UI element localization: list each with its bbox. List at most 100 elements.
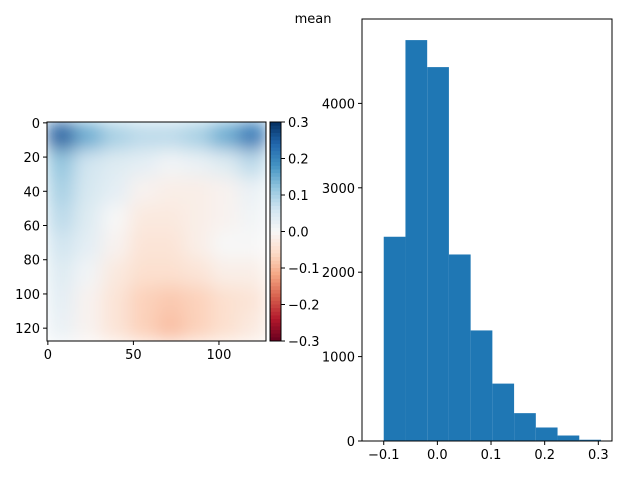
heatmap-cell (183, 286, 212, 315)
heatmap-cell (211, 122, 240, 150)
x-tick-label: 0.1 (481, 448, 502, 463)
colorbar-band (270, 173, 281, 178)
colorbar-tick-label: 0.2 (288, 153, 309, 168)
colorbar-band (270, 330, 281, 335)
heatmap-cell (129, 258, 157, 287)
heatmap-cell (183, 258, 212, 287)
x-tick-label: 100 (207, 348, 232, 363)
heatmap-cell (129, 122, 157, 150)
y-tick-label: 20 (23, 151, 40, 166)
heatmap-cell (183, 313, 212, 341)
histogram-bar (579, 439, 602, 441)
colorbar-band (270, 205, 281, 211)
colorbar-band (270, 140, 281, 145)
colorbar-band (270, 129, 281, 134)
histogram-bar (514, 413, 536, 441)
colorbar-band (270, 235, 281, 240)
heatmap-cell (129, 149, 157, 178)
colorbar-band (270, 169, 281, 174)
colorbar-band (270, 213, 281, 218)
heatmap-cell (156, 286, 185, 315)
histogram-bar (427, 67, 449, 441)
colorbar-band (270, 337, 281, 342)
heatmap-cell (238, 286, 266, 315)
axes-frame (361, 18, 613, 442)
colorbar-band (270, 231, 281, 236)
heatmap-cell (211, 313, 240, 341)
colorbar-band (270, 275, 281, 280)
colorbar-band (270, 165, 281, 170)
heatmap-cell (238, 204, 266, 232)
heatmap-cells (47, 122, 266, 341)
heatmap-cell (183, 122, 212, 150)
heatmap-cell (183, 231, 212, 260)
heatmap-cell (47, 258, 75, 287)
colorbar-band (270, 158, 281, 163)
heatmap-cell (74, 176, 103, 205)
colorbar-band (270, 195, 281, 200)
colorbar-band (270, 209, 281, 214)
y-tick-label: 1000 (322, 351, 355, 366)
heatmap-cell (74, 149, 103, 178)
heatmap-cell (101, 122, 130, 150)
histogram-bar (492, 383, 515, 441)
heatmap-cell (183, 149, 212, 178)
y-tick-label: 2000 (322, 266, 355, 281)
heatmap-cell (101, 204, 130, 232)
colorbar-tick-label: 0.3 (288, 116, 309, 131)
x-tick-label: 50 (125, 348, 142, 363)
heatmap-cell (156, 258, 185, 287)
heatmap-cell (211, 204, 240, 232)
heatmap-cell (74, 258, 103, 287)
y-tick-label: 40 (23, 185, 40, 200)
x-tick-label: 0.3 (588, 448, 609, 463)
colorbar-band (270, 297, 281, 302)
colorbar-band (270, 333, 281, 338)
heatmap-cell (101, 149, 130, 178)
colorbar-band (270, 264, 281, 269)
heatmap-cell (211, 258, 240, 287)
colorbar-band (270, 278, 281, 284)
heatmap-cell (74, 313, 103, 341)
colorbar-tick-label: −0.1 (288, 262, 320, 277)
colorbar-band (270, 293, 281, 298)
heatmap-cell (101, 313, 130, 341)
colorbar-band (270, 249, 281, 254)
heatmap-cell (74, 286, 103, 315)
heatmap-cell (183, 204, 212, 232)
heatmap-cell (47, 231, 75, 260)
heatmap-cell (211, 176, 240, 205)
histogram-bar (470, 330, 493, 441)
colorbar-band (270, 242, 281, 247)
y-tick-label: 80 (23, 254, 40, 269)
heatmap-cell (101, 231, 130, 260)
heatmap-cell (101, 258, 130, 287)
histogram-bar (383, 236, 406, 441)
colorbar-band (270, 147, 281, 152)
heatmap-cell (156, 149, 185, 178)
colorbar-band (270, 184, 281, 189)
heatmap-cell (129, 176, 157, 205)
histogram-bar (405, 40, 428, 441)
colorbar-band (270, 260, 281, 265)
colorbar-band (270, 198, 281, 203)
heatmap-cell (238, 258, 266, 287)
heatmap-cell (47, 204, 75, 232)
x-tick-label: 0.0 (427, 448, 448, 463)
x-tick-label: 0.2 (534, 448, 555, 463)
colorbar-band (270, 286, 281, 291)
colorbar-band (270, 257, 281, 262)
heatmap-cell (238, 231, 266, 260)
heatmap-cell (238, 176, 266, 205)
colorbar-band (270, 227, 281, 232)
colorbar-band (270, 322, 281, 327)
colorbar-band (270, 191, 281, 196)
heatmap-cell (211, 231, 240, 260)
heatmap-cell (211, 286, 240, 315)
y-tick-label: 0 (32, 117, 40, 132)
colorbar-band (270, 304, 281, 309)
colorbar-band (270, 143, 281, 149)
y-tick-label: 100 (15, 288, 40, 303)
heatmap-cell (47, 313, 75, 341)
